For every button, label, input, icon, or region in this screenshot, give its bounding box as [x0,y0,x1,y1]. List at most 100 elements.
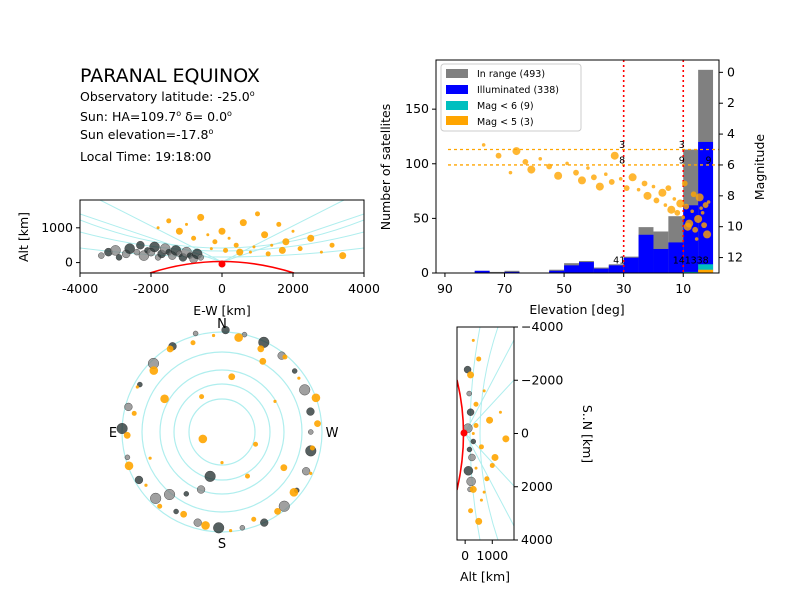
magnitude-point [643,191,652,200]
sky-shadowed-point [302,467,311,476]
count-annotation: 3 [679,140,685,151]
bar-mag5 [698,269,714,273]
sn-illuminated-point [484,476,490,482]
ew-illuminated-point [236,248,244,256]
ew-illuminated-point [209,247,213,251]
sky-shadowed-point [221,325,230,335]
magnitude-point [590,174,597,181]
sky-illuminated-point [257,345,265,353]
ew-illuminated-point [297,246,303,252]
sky-illuminated-point [253,441,259,447]
magnitude-point [653,197,660,204]
magnitude-point [692,226,699,233]
sn-illuminated-point [469,485,477,493]
count-annotation: 9 [679,155,685,166]
sky-illuminated-point [180,510,188,518]
sky-shadowed-point [192,330,199,337]
magnitude-point [546,163,553,170]
elevation-limit-lines [622,60,685,273]
sn-illuminated-point [502,435,510,443]
legend-mag6: Mag < 6 (9) [477,101,534,112]
ew-illuminated-point [270,243,274,247]
sky-illuminated-point [124,461,134,471]
sky-shadowed-point [183,491,190,497]
sky-shadowed-point [164,489,176,501]
sky-shadowed-point [299,384,311,396]
sky-shadowed-point [308,429,314,435]
magnitude-point [604,172,608,177]
sky-illuminated-point [199,394,205,400]
legend-illuminated: Illuminated (338) [477,85,559,96]
sn-x-tick-label: 0 [461,548,469,563]
histogram-y-tick-label: 0 [421,265,429,280]
sky-illuminated-point [144,483,148,487]
magnitude-point [676,199,685,208]
magnitude-points [481,143,712,241]
magnitude-point [699,206,703,210]
ew-x-tick-label: -4000 [62,281,98,296]
magnitude-point [522,158,529,165]
count-annotation: 141 [673,256,691,267]
bar-illuminated [504,271,520,273]
magnitude-point [481,143,486,147]
sn-y-tick-label: 0 [521,426,529,441]
histogram-x-ticks: 90 70 50 30 10 [437,273,691,296]
sn-illuminated-point [475,517,483,525]
magnitude-point [565,161,569,166]
bar-mag6 [698,264,714,273]
magnitude-point [672,197,677,201]
ew-x-tick-label: 0 [218,281,226,296]
magnitude-point [667,205,676,214]
ew-illuminated-point [339,252,347,260]
sky-illuminated-point [157,503,163,509]
sn-y-tick-label: −2000 [521,372,563,387]
sn-shadowed-point [466,390,472,397]
sky-illuminated-point [309,471,313,475]
ew-illuminated-point [252,245,256,249]
sky-illuminated-point [166,345,174,353]
sun-elevation-line: Sun elevation=-17.8o [80,127,213,142]
sky-illuminated-point [251,516,257,522]
histogram-frame [435,59,720,274]
ew-shadowed-point [124,243,135,254]
ew-illuminated-point [291,229,295,233]
sn-y-label: S..N [km] [580,405,595,463]
sky-shadowed-point [204,470,216,482]
sky-shadowed-point [239,525,246,531]
sn-panel: 0 1000 −4000 −2000 0 2000 4000 Alt [km] S..N … [456,319,595,584]
sky-illuminated-point [289,488,299,497]
sky-shadowed-point [150,492,162,504]
ew-panel: -4000 -2000 0 2000 4000 0 1000 E-W [km] Alt [… [16,199,380,318]
ew-illuminated-point [278,246,286,254]
ew-illuminated-point [156,226,160,230]
sn-y-ticks: −4000 −2000 0 2000 4000 [514,319,563,547]
magnitude-point [683,222,692,231]
ew-illuminated-point [212,239,218,245]
magnitude-point [623,185,630,192]
bar-illuminated [578,262,594,273]
sky-illuminated-point [148,456,152,460]
sn-shadowed-point [463,466,474,476]
magnitude-point [538,156,543,161]
sky-shadowed-point [306,407,315,416]
sky-shadowed-point [193,518,202,527]
sky-illuminated-point [229,528,233,533]
bar-illuminated [564,265,579,273]
sky-illuminated-point [309,445,315,451]
histogram-x-tick-label: 50 [556,281,572,296]
ew-illuminated-point [223,247,229,253]
magnitude-point [694,214,703,223]
compass-east: E [109,426,117,441]
sn-illuminated-point [471,338,475,342]
count-annotations: 3 8 41 3 9 141 9 338 [613,140,711,267]
ew-shadowed-points [98,240,204,264]
sn-illuminated-point [498,410,502,414]
sky-illuminated-point [211,333,216,338]
sky-shadowed-point [241,331,248,338]
ew-shadowed-point [98,252,105,259]
ew-illuminated-point [307,234,315,242]
sky-shadowed-point [196,485,206,494]
local-time-line: Local Time: 19:18:00 [80,149,211,164]
magnitude-point [694,237,699,241]
magnitude-point [690,191,697,198]
